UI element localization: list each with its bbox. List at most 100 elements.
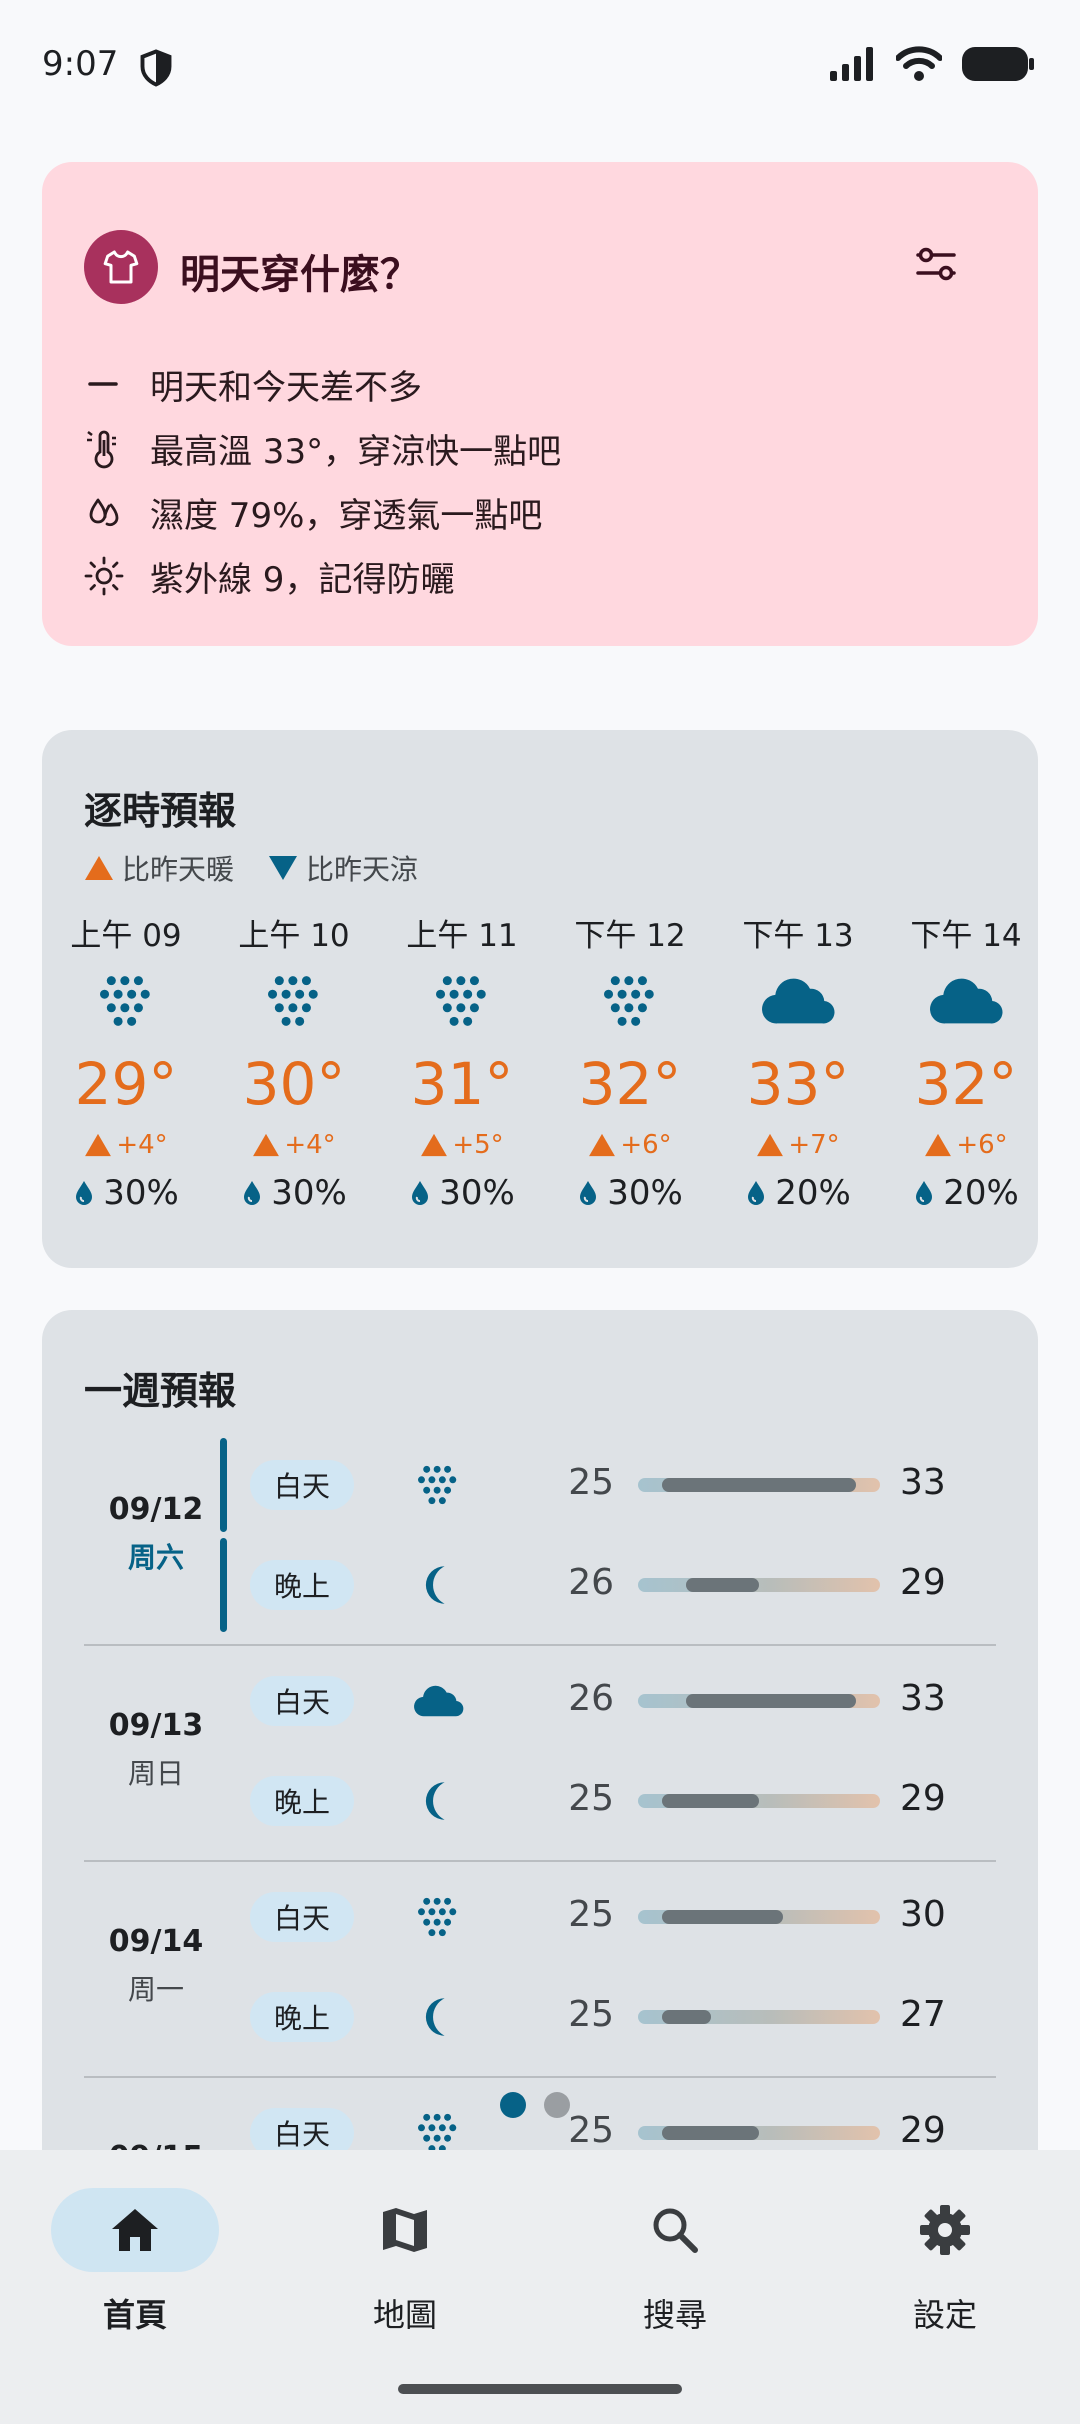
triangle-up-icon (925, 1133, 952, 1157)
legend-warmer: 比昨天暖 (84, 848, 234, 888)
moon-icon (408, 1558, 468, 1612)
triangle-up-icon (589, 1133, 616, 1157)
raindrop-icon (412, 1181, 429, 1205)
legend-cooler: 比昨天涼 (268, 848, 418, 888)
hour-temp: 33° (746, 1050, 850, 1118)
hour-item[interactable]: 上午 09 29° +4° 30% (42, 910, 210, 1218)
forecast-row[interactable]: 白天 26 33 (42, 1666, 1038, 1736)
hour-rain: 20% (714, 1168, 882, 1218)
weekly-title: 一週預報 (84, 1369, 237, 1413)
dash-icon (88, 382, 118, 386)
tip-item: 最高溫 33°，穿涼快一點吧 (82, 416, 561, 480)
temp-range-fill (662, 1794, 759, 1808)
period-pill: 白天 (250, 1892, 354, 1942)
nav-label: 首頁 (102, 2296, 167, 2334)
hour-rain-value: 30% (439, 1173, 515, 1213)
nav-map[interactable]: 地圖 (270, 2188, 540, 2336)
period-pill: 白天 (250, 1676, 354, 1726)
nav-search[interactable]: 搜尋 (540, 2188, 810, 2336)
gear-icon (861, 2188, 1029, 2272)
hour-temp: 32° (914, 1050, 1018, 1118)
day-group[interactable]: 09/14 周一 白天 25 30 晚上 25 27 (42, 1862, 1038, 2078)
thermometer-icon (87, 430, 116, 469)
selected-indicator (220, 1538, 227, 1632)
hour-item[interactable]: 上午 11 31° +5° 30% (378, 910, 546, 1218)
hour-time: 下午 12 (574, 918, 686, 954)
tune-settings-icon[interactable] (912, 240, 960, 288)
period-pill: 白天 (250, 2108, 354, 2158)
period-pill: 晚上 (250, 1560, 354, 1610)
raindrop-icon (76, 1181, 93, 1205)
temp-min: 25 (568, 2110, 614, 2151)
selected-indicator (220, 1438, 227, 1532)
temp-range-bar (638, 1794, 880, 1808)
temp-range-bar (638, 2010, 880, 2024)
temp-range-fill (686, 1694, 856, 1708)
tip-item: 紫外線 9，記得防曬 (82, 544, 561, 608)
day-group[interactable]: 09/12 周六 白天 25 33 晚上 26 29 (42, 1430, 1038, 1646)
hour-rain: 30% (378, 1168, 546, 1218)
forecast-row[interactable]: 晚上 25 29 (42, 1766, 1038, 1836)
rain-dots-icon (42, 956, 210, 1046)
rain-dots-icon (408, 1458, 468, 1512)
temp-min: 25 (568, 1778, 614, 1819)
forecast-row[interactable]: 白天 25 33 (42, 1450, 1038, 1520)
nav-settings[interactable]: 設定 (810, 2188, 1080, 2336)
triangle-up-icon (253, 1133, 280, 1157)
temp-max: 33 (900, 1678, 946, 1719)
hour-temp: 32° (578, 1050, 682, 1118)
hour-rain: 20% (882, 1168, 1050, 1218)
forecast-row[interactable]: 白天 25 29 (42, 2098, 1038, 2168)
raindrop-icon (748, 1181, 765, 1205)
hour-temp: 30° (242, 1050, 346, 1118)
page-dot[interactable] (544, 2092, 570, 2118)
hour-time: 下午 14 (910, 918, 1022, 954)
page-indicator[interactable] (500, 2092, 570, 2118)
temp-max: 30 (900, 1894, 946, 1935)
hour-delta-value: +5° (452, 1130, 504, 1160)
cloud-icon (882, 956, 1050, 1046)
temp-range-fill (662, 1478, 856, 1492)
nav-label: 地圖 (372, 2296, 437, 2334)
nav-home[interactable]: 首頁 (0, 2188, 270, 2336)
hour-rain-value: 20% (943, 1173, 1019, 1213)
hour-rain: 30% (42, 1168, 210, 1218)
sun-icon (84, 556, 124, 596)
hour-item[interactable]: 上午 10 30° +4° 30% (210, 910, 378, 1218)
forecast-row[interactable]: 晚上 25 27 (42, 1982, 1038, 2052)
rain-dots-icon (378, 956, 546, 1046)
hour-delta: +5° (378, 1122, 546, 1168)
hour-rain: 30% (210, 1168, 378, 1218)
home-indicator[interactable] (398, 2384, 682, 2394)
hour-item[interactable]: 下午 13 33° +7° 20% (714, 910, 882, 1218)
hour-time: 下午 13 (742, 918, 854, 954)
page-dot[interactable] (500, 2092, 526, 2118)
cloud-icon (408, 1674, 468, 1728)
signal-icon (830, 47, 873, 81)
outfit-card-title: 明天穿什麼？ (180, 252, 420, 298)
tip-text: 最高溫 33°，穿涼快一點吧 (150, 431, 562, 472)
tip-item: 明天和今天差不多 (82, 352, 561, 416)
hour-delta-value: +4° (116, 1130, 168, 1160)
outfit-suggestion-card[interactable]: 明天穿什麼？ 明天和今天差不多 最高溫 33°，穿涼快 (42, 162, 1038, 646)
day-weekday: 周日 (127, 1757, 184, 1790)
raindrop-icon (580, 1181, 597, 1205)
forecast-row[interactable]: 晚上 26 29 (42, 1550, 1038, 1620)
outfit-tips-list: 明天和今天差不多 最高溫 33°，穿涼快一點吧 (82, 352, 561, 608)
temp-range-fill (662, 2126, 759, 2140)
hour-time: 上午 10 (238, 918, 350, 954)
temp-range-fill (686, 1578, 759, 1592)
hour-delta: +4° (210, 1122, 378, 1168)
raindrop-icon (244, 1181, 261, 1205)
forecast-row[interactable]: 白天 25 30 (42, 1882, 1038, 1952)
hour-item[interactable]: 下午 12 32° +6° 30% (546, 910, 714, 1218)
hour-item[interactable]: 下午 14 32° +6° 20% (882, 910, 1050, 1218)
divider (84, 1860, 996, 1862)
hourly-list[interactable]: 上午 09 29° +4° 30% 上午 10 30° +4° 30% 上午 11 31° +5° 3… (42, 910, 1038, 1250)
map-icon (321, 2188, 489, 2272)
divider (84, 1644, 996, 1646)
day-group[interactable]: 09/13 周日 白天 26 33 晚上 25 29 (42, 1646, 1038, 1862)
search-icon (591, 2188, 759, 2272)
period-pill: 晚上 (250, 1992, 354, 2042)
temp-range-fill (662, 2010, 711, 2024)
